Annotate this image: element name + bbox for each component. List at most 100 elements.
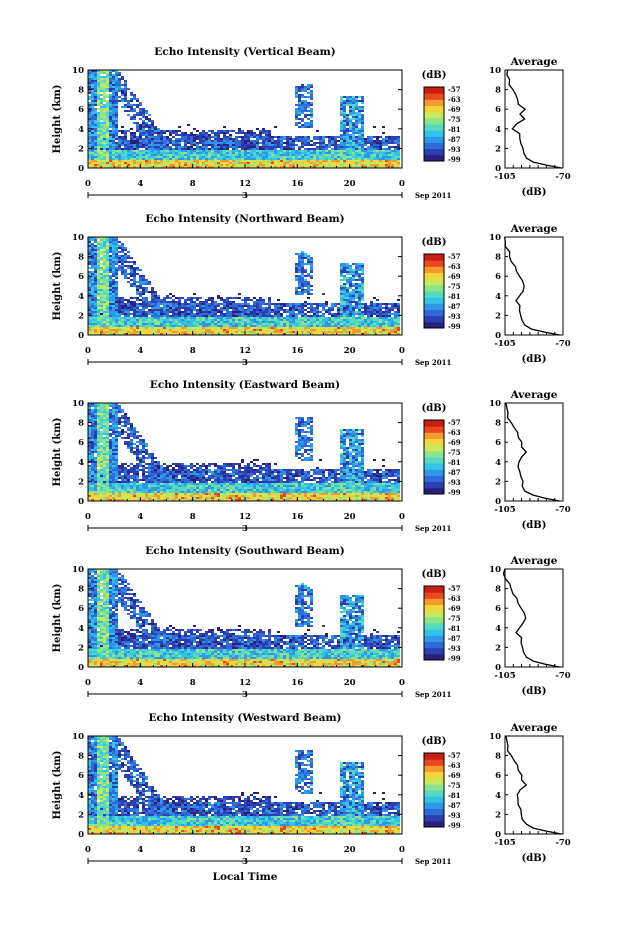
profile-y-tick-label: 8 (495, 585, 501, 595)
colorbar-swatch (424, 297, 444, 304)
chart-title: Echo Intensity (Eastward Beam) (150, 379, 340, 391)
colorbar-swatch (424, 93, 444, 100)
profile-title: Average (510, 722, 558, 734)
colorbar-tick-label: -81 (448, 458, 461, 467)
colorbar-swatch (424, 635, 444, 642)
profile-frame (504, 568, 564, 668)
y-tick-label: 0 (78, 331, 84, 341)
chart-title: Echo Intensity (Westward Beam) (148, 712, 341, 724)
colorbar-swatch (424, 444, 444, 452)
y-tick-label: 6 (78, 604, 84, 614)
date-suffix-label: Sep 2011 (415, 524, 451, 533)
x-tick-label: 12 (239, 678, 251, 688)
colorbar-tick-label: -99 (448, 155, 461, 164)
chart-panel-0: Echo Intensity (Vertical Beam) 0 2 4 6 8 10 Hei… (52, 46, 571, 201)
colorbar-tick-label: -87 (448, 634, 461, 643)
colorbar-swatch (424, 623, 444, 630)
y-tick-label: 6 (78, 771, 84, 781)
date-day-label: 3 (242, 358, 248, 368)
chart-panel-3: Echo Intensity (Southward Beam) 0 2 4 6 8 10 He… (52, 545, 571, 700)
x-tick-label: 12 (239, 346, 251, 356)
colorbar-tick-label: -75 (448, 614, 461, 623)
y-tick-label: 4 (78, 791, 84, 801)
colorbar-tick-label: -63 (448, 761, 461, 770)
colorbar-swatch (424, 647, 444, 655)
x-tick-label: 0 (85, 845, 91, 855)
colorbar-swatch (424, 469, 444, 476)
colorbar-tick-label: -75 (448, 448, 461, 457)
colorbar-tick-label: -93 (448, 145, 461, 154)
x-tick-label: 4 (137, 512, 143, 522)
colorbar-tick-label: -81 (448, 624, 461, 633)
profile-x-label: (dB) (522, 520, 547, 531)
colorbar-tick-label: -69 (448, 105, 461, 114)
x-tick-label: 20 (344, 678, 356, 688)
profile-y-tick-label: 4 (495, 791, 501, 801)
colorbar-unit: (dB) (422, 403, 447, 414)
x-tick-label: 4 (137, 346, 143, 356)
profile-y-tick-label: 10 (489, 732, 501, 742)
chart-panel-4: Echo Intensity (Westward Beam) 0 2 4 6 8 10 Hei… (52, 712, 571, 867)
colorbar-unit: (dB) (422, 736, 447, 747)
colorbar-swatch (424, 309, 444, 317)
profile-line (504, 236, 560, 336)
date-suffix-label: Sep 2011 (415, 191, 451, 200)
colorbar-tick-label: -93 (448, 312, 461, 321)
profile-x-label: (dB) (522, 187, 547, 198)
date-suffix-label: Sep 2011 (415, 857, 451, 866)
profile-y-tick-label: 0 (495, 497, 501, 507)
profile-line (505, 735, 562, 835)
y-tick-label: 8 (78, 86, 84, 96)
x-tick-label: 16 (291, 845, 303, 855)
profile-title: Average (510, 223, 558, 235)
y-tick-label: 10 (72, 66, 84, 76)
colorbar-swatch (424, 814, 444, 822)
colorbar-tick-label: -57 (448, 751, 461, 760)
colorbar-frame (423, 86, 445, 162)
profile-y-tick-label: 2 (495, 643, 501, 653)
colorbar-swatch (424, 303, 444, 310)
colorbar-swatch (424, 124, 444, 131)
y-axis-label: Height (km) (52, 252, 63, 321)
profile-title: Average (510, 389, 558, 401)
y-tick-label: 10 (72, 565, 84, 575)
y-tick-label: 4 (78, 292, 84, 302)
colorbar-swatch (424, 99, 444, 106)
y-tick-label: 2 (78, 311, 84, 321)
date-suffix-label: Sep 2011 (415, 690, 451, 699)
x-tick-label: 0 (85, 678, 91, 688)
colorbar-tick-label: -63 (448, 428, 461, 437)
y-tick-label: 8 (78, 752, 84, 762)
colorbar-tick-label: -81 (448, 292, 461, 301)
colorbar-frame (423, 253, 445, 329)
profile-line (506, 69, 562, 169)
colorbar-tick-label: -93 (448, 811, 461, 820)
profile-y-tick-label: 2 (495, 311, 501, 321)
colorbar-swatch (424, 254, 444, 261)
profile-y-tick-label: 8 (495, 253, 501, 263)
profile-y-tick-label: 8 (495, 419, 501, 429)
heatmap-cells (88, 237, 400, 335)
colorbar-tick-label: -63 (448, 262, 461, 271)
y-tick-label: 2 (78, 810, 84, 820)
profile-y-tick-label: 2 (495, 810, 501, 820)
y-tick-label: 4 (78, 624, 84, 634)
colorbar-swatch (424, 136, 444, 143)
profile-x-tick-label: -105 (494, 838, 515, 848)
colorbar-swatch (424, 426, 444, 433)
y-tick-label: 8 (78, 419, 84, 429)
colorbar-swatch (424, 450, 444, 458)
colorbar-tick-label: -57 (448, 418, 461, 427)
colorbar-frame (423, 752, 445, 828)
profile-y-tick-label: 10 (489, 233, 501, 243)
profile-x-tick-label: -105 (494, 339, 515, 349)
x-tick-label: 16 (291, 678, 303, 688)
colorbar-swatch (424, 117, 444, 125)
date-suffix-label: Sep 2011 (415, 358, 451, 367)
colorbar-frame (423, 585, 445, 661)
profile-y-tick-label: 10 (489, 66, 501, 76)
colorbar-swatch (424, 432, 444, 439)
chart-panel-2: Echo Intensity (Eastward Beam) 0 2 4 6 8 10 Hei… (52, 379, 571, 534)
y-tick-label: 0 (78, 830, 84, 840)
colorbar-swatch (424, 438, 444, 446)
